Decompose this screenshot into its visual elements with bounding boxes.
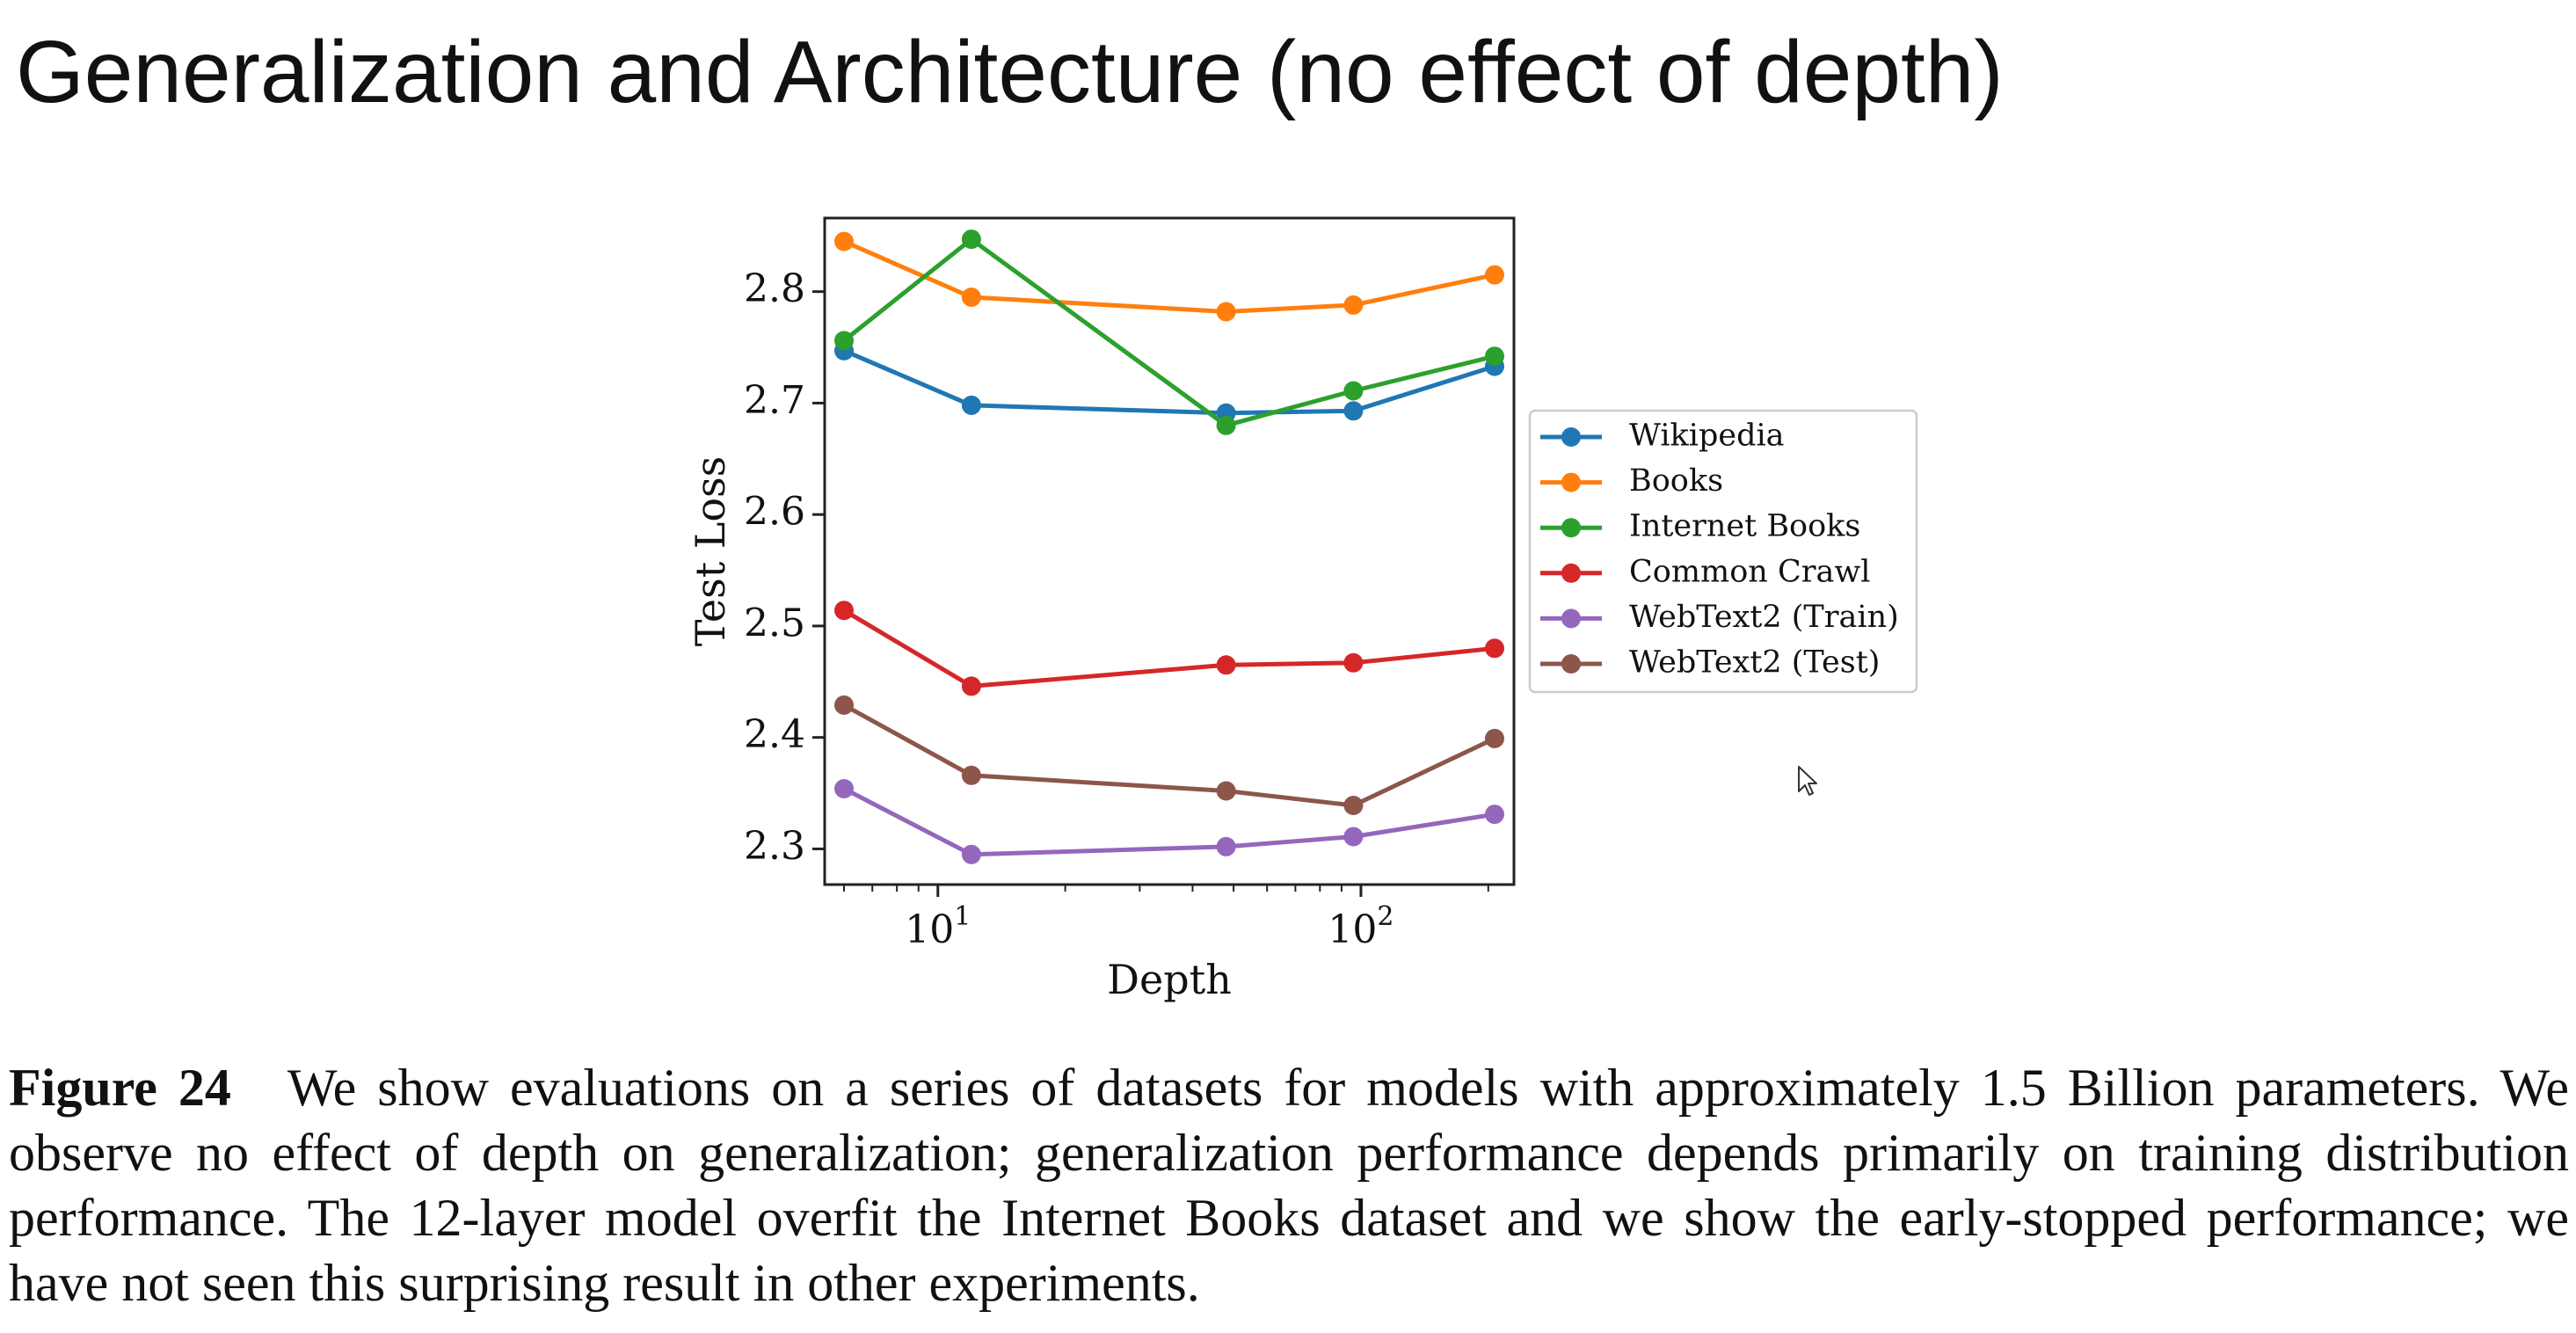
caption-label: Figure 24 <box>9 1059 231 1117</box>
legend-label: WebText2 (Train) <box>1629 600 1899 635</box>
data-point <box>1485 346 1504 367</box>
y-tick-label: 2.4 <box>744 712 805 757</box>
data-point <box>1343 295 1364 315</box>
legend-entry: Wikipedia <box>1540 419 1785 454</box>
y-tick-label: 2.3 <box>744 824 805 869</box>
legend-label: Internet Books <box>1629 509 1860 544</box>
series-5 <box>834 695 1504 815</box>
series-line <box>842 786 1495 857</box>
legend-marker <box>1561 472 1581 492</box>
y-tick-label: 2.8 <box>744 266 805 311</box>
y-tick-label: 2.5 <box>744 601 805 645</box>
data-point <box>1485 638 1504 659</box>
data-point <box>1216 415 1236 435</box>
data-point <box>1485 805 1504 825</box>
data-point <box>1485 265 1504 285</box>
data-point <box>1343 401 1364 421</box>
series-line <box>842 239 1495 314</box>
data-point <box>834 231 854 251</box>
data-point <box>961 229 981 250</box>
data-point <box>1343 652 1364 673</box>
legend-entries: Wikipedia Books Internet Books Common Crawl… <box>1540 419 1899 681</box>
data-point <box>961 288 981 307</box>
data-point <box>961 765 981 785</box>
legend-marker <box>1561 608 1581 629</box>
legend-marker <box>1561 518 1581 538</box>
series-3 <box>834 601 1504 696</box>
data-point <box>1343 827 1364 847</box>
data-point <box>961 676 981 696</box>
legend-label: WebText2 (Test) <box>1629 645 1880 681</box>
chart-axes: 2.3 2.4 2.5 2.6 2.7 2.8 101 102 <box>744 266 1489 952</box>
legend-label: Common Crawl <box>1629 554 1871 589</box>
y-tick-label: 2.7 <box>744 378 805 423</box>
x-tick-label: 101 <box>905 901 971 952</box>
figure-caption: Figure 24 We show evaluations on a series… <box>9 1055 2569 1315</box>
x-tick-label: 102 <box>1328 901 1394 952</box>
depth-loss-chart: 2.3 2.4 2.5 2.6 2.7 2.8 101 102 Test Loss Depth… <box>687 216 1918 1003</box>
chart-marks <box>834 229 1504 864</box>
data-point <box>1216 302 1236 322</box>
data-point <box>1485 728 1504 748</box>
legend: Wikipedia Books Internet Books Common Crawl… <box>1528 409 1918 694</box>
data-point <box>1216 655 1236 675</box>
data-point <box>834 695 854 715</box>
legend-frame <box>1528 409 1918 694</box>
data-point <box>834 331 854 351</box>
data-point <box>834 779 854 798</box>
plot-frame <box>823 216 1516 886</box>
legend-label: Books <box>1629 463 1723 499</box>
data-point <box>1343 381 1364 401</box>
data-point <box>961 844 981 864</box>
data-point <box>1216 781 1236 801</box>
series-1 <box>834 231 1504 322</box>
series-4 <box>834 779 1504 864</box>
x-axis-label: Depth <box>1107 956 1232 1003</box>
mouse-cursor-icon <box>1798 766 1817 796</box>
legend-entry: Internet Books <box>1540 509 1860 544</box>
slide-title: Generalization and Architecture (no effe… <box>16 23 2004 121</box>
series-line <box>842 703 1496 808</box>
legend-entry: Common Crawl <box>1540 554 1871 589</box>
data-point <box>1216 836 1236 856</box>
legend-marker <box>1561 427 1581 447</box>
legend-entry: Books <box>1540 463 1723 499</box>
caption-text: We show evaluations on a series of datas… <box>9 1059 2569 1312</box>
legend-label: Wikipedia <box>1629 419 1785 454</box>
legend-marker <box>1561 654 1581 674</box>
series-line <box>842 608 1495 688</box>
legend-entry: WebText2 (Train) <box>1540 600 1899 635</box>
y-tick-label: 2.6 <box>744 490 805 535</box>
y-axis-label: Test Loss <box>687 456 734 647</box>
legend-marker <box>1561 563 1581 583</box>
data-point <box>1343 796 1364 815</box>
legend-entry: WebText2 (Test) <box>1540 645 1880 681</box>
data-point <box>961 395 981 415</box>
series-2 <box>834 229 1504 435</box>
data-point <box>834 601 854 621</box>
